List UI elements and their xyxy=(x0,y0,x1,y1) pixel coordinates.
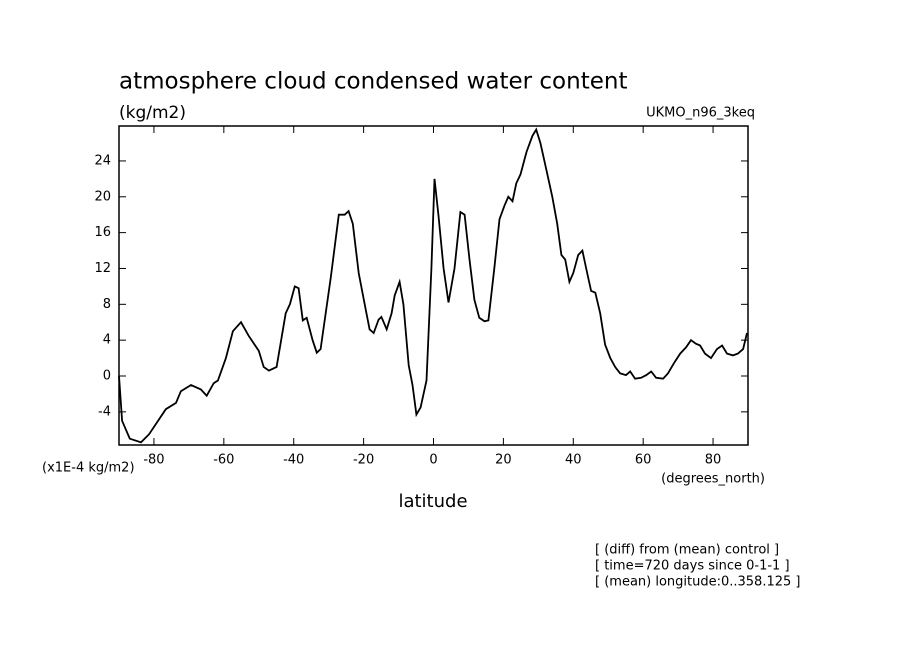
y-tick-label: 8 xyxy=(103,297,111,312)
data-line xyxy=(118,127,748,444)
x-tick-label: 80 xyxy=(705,453,722,468)
chart-title: atmosphere cloud condensed water content xyxy=(119,69,627,95)
y-unit-label: (x1E-4 kg/m2) xyxy=(42,461,135,476)
dataset-label: UKMO_n96_3keq xyxy=(646,106,755,121)
y-tick-label: -4 xyxy=(98,404,111,419)
y-tick-label: 20 xyxy=(94,189,111,204)
annotation: [ time=720 days since 0-1-1 ] xyxy=(595,559,790,574)
x-tick-label: -80 xyxy=(143,453,164,468)
x-tick-label: 40 xyxy=(565,453,582,468)
y-tick-label: 12 xyxy=(94,261,111,276)
y-tick-label: 16 xyxy=(94,225,111,240)
chart-subtitle: (kg/m2) xyxy=(119,103,186,123)
x-axis-label: latitude xyxy=(398,491,467,512)
x-tick-label: 20 xyxy=(495,453,512,468)
x-unit-label: (degrees_north) xyxy=(661,472,765,487)
x-tick-label: 60 xyxy=(635,453,652,468)
x-tick-label: -20 xyxy=(353,453,374,468)
annotation: [ (mean) longitude:0..358.125 ] xyxy=(595,575,800,590)
y-tick-label: 0 xyxy=(103,369,111,384)
y-tick-label: 24 xyxy=(94,153,111,168)
x-tick-label: -60 xyxy=(213,453,234,468)
y-tick-label: 4 xyxy=(103,333,111,348)
x-tick-label: -40 xyxy=(283,453,304,468)
plot-frame xyxy=(118,125,749,446)
annotation: [ (diff) from (mean) control ] xyxy=(595,543,779,558)
x-tick-label: 0 xyxy=(429,453,437,468)
